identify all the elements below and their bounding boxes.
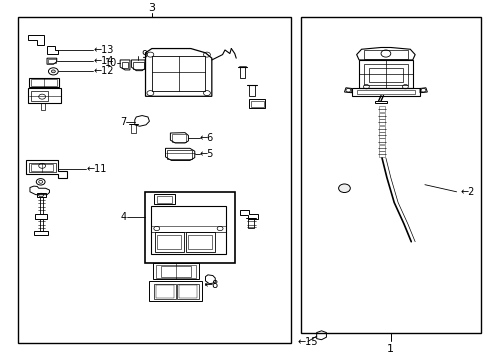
Bar (149, 281, 202, 301)
Text: 1: 1 (386, 344, 393, 354)
Bar (178, 285, 197, 298)
Bar (378, 126, 384, 132)
Bar (378, 151, 384, 157)
Bar (34, 231, 47, 235)
Bar (40, 197, 43, 214)
Bar (131, 124, 136, 133)
Bar (154, 284, 176, 299)
Bar (167, 150, 191, 159)
Bar (31, 91, 48, 101)
Bar (250, 100, 263, 107)
Bar (35, 214, 47, 219)
Text: ←5: ←5 (199, 149, 214, 159)
Bar (378, 132, 384, 138)
Bar (378, 106, 384, 112)
Bar (41, 103, 44, 110)
Bar (172, 134, 185, 141)
Text: ←13: ←13 (93, 45, 114, 55)
Bar (368, 68, 402, 82)
Bar (363, 63, 407, 85)
Bar (40, 219, 43, 231)
Bar (122, 62, 128, 68)
Bar (37, 193, 45, 197)
Bar (157, 235, 181, 249)
Bar (31, 165, 53, 171)
Text: 3: 3 (148, 3, 155, 13)
Bar (300, 17, 480, 333)
Bar (133, 62, 143, 69)
Bar (29, 78, 59, 87)
Circle shape (338, 184, 349, 193)
Bar (185, 232, 215, 252)
Text: ←8: ←8 (204, 280, 218, 290)
Bar (151, 206, 226, 254)
Bar (31, 79, 57, 86)
Bar (155, 232, 183, 252)
Bar (378, 119, 384, 125)
Bar (239, 67, 245, 78)
Bar (248, 218, 254, 228)
Bar (177, 284, 199, 299)
Bar (48, 59, 56, 63)
Bar (363, 50, 407, 59)
Text: ←15: ←15 (297, 337, 317, 347)
Text: ←2: ←2 (460, 187, 474, 197)
Bar (358, 60, 412, 89)
Text: ←12: ←12 (93, 66, 114, 76)
Bar (187, 235, 212, 249)
Bar (27, 89, 61, 103)
Text: ←14: ←14 (93, 56, 114, 66)
Bar (152, 57, 205, 91)
Bar (157, 196, 172, 203)
Bar (356, 90, 414, 94)
Bar (374, 100, 386, 103)
Text: ←6: ←6 (199, 132, 213, 143)
Text: ←11: ←11 (86, 164, 106, 174)
Circle shape (51, 70, 55, 73)
Bar (378, 145, 384, 151)
Text: 10: 10 (104, 58, 117, 68)
Bar (160, 266, 190, 277)
Bar (18, 17, 290, 343)
Bar (378, 138, 384, 144)
Text: 9: 9 (141, 50, 147, 60)
Bar (378, 113, 384, 119)
Bar (29, 163, 56, 172)
Bar (249, 99, 264, 108)
Bar (153, 263, 199, 279)
Bar (249, 85, 255, 96)
Bar (154, 194, 174, 204)
Text: 7: 7 (120, 117, 126, 127)
Text: 4: 4 (120, 212, 126, 222)
Bar (156, 265, 195, 278)
Bar (144, 192, 234, 263)
Bar (351, 89, 419, 96)
Bar (156, 285, 174, 298)
